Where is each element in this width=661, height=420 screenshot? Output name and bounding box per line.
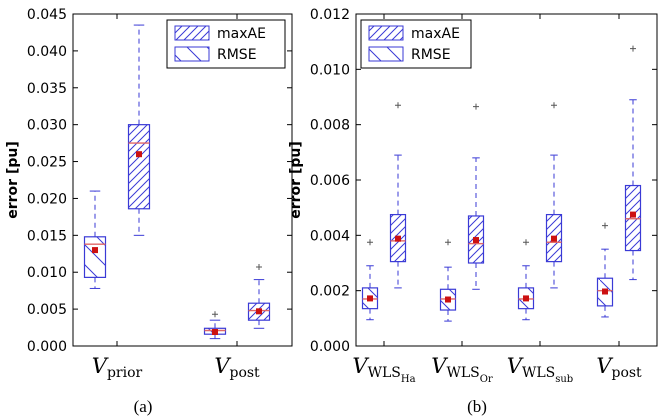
- mean-marker: [256, 308, 262, 315]
- outlier-marker: [395, 102, 401, 109]
- legend-swatch: [368, 46, 404, 62]
- box-rmse-0: [361, 239, 379, 321]
- mean-marker: [92, 247, 98, 254]
- y-tick-label: 0.010: [310, 62, 350, 78]
- outlier-marker: [602, 222, 608, 229]
- outlier-marker: [523, 239, 529, 246]
- box-maxae-1: [467, 103, 485, 290]
- box-maxae-0: [389, 102, 407, 289]
- x-category-label: VWLSOr: [431, 354, 493, 385]
- plot-frame: [72, 13, 293, 347]
- mean-marker: [395, 235, 401, 242]
- panel-label: (b): [467, 397, 487, 416]
- x-category-label: Vpost: [214, 354, 260, 381]
- mean-marker: [551, 235, 557, 242]
- outlier-marker: [367, 239, 373, 246]
- mean-marker: [473, 237, 479, 244]
- mean-marker: [602, 288, 608, 295]
- y-tick-label: 0.004: [310, 228, 350, 244]
- box-maxae-2: [545, 102, 563, 289]
- box-maxae-1: [247, 264, 271, 329]
- mean-marker: [523, 295, 529, 302]
- box-body: [83, 236, 107, 278]
- panel-b: 0.000 0.002 0.004 0.006 0.008 0.010 0.012 error…: [288, 7, 658, 416]
- legend: maxAE RMSE: [360, 19, 472, 69]
- box-maxae-0: [127, 24, 151, 236]
- mean-marker: [445, 296, 451, 303]
- outlier-marker: [256, 264, 262, 271]
- y-tick-label: 0.025: [27, 155, 67, 171]
- x-category-label: Vprior: [92, 354, 143, 381]
- x-category-label: VWLSsub: [507, 354, 573, 385]
- outlier-marker: [473, 103, 479, 110]
- outlier-marker: [630, 45, 636, 52]
- y-tick-label: 0.010: [27, 265, 67, 281]
- legend-swatch: [368, 25, 404, 41]
- mean-marker: [136, 151, 142, 158]
- legend-label: maxAE: [411, 26, 460, 42]
- box-rmse-3: [596, 222, 614, 318]
- legend-label: RMSE: [411, 47, 451, 63]
- y-tick-label: 0.030: [27, 118, 67, 134]
- legend-label: maxAE: [217, 26, 266, 42]
- box-rmse-1: [439, 239, 457, 322]
- panel-a: 0.000 0.005 0.010 0.015 0.020 0.025 0.030 0.035…: [5, 7, 293, 416]
- outlier-marker: [551, 102, 557, 109]
- legend-swatch: [174, 25, 210, 41]
- legend-swatch: [174, 46, 210, 62]
- x-category-label: Vpost: [596, 354, 642, 381]
- x-category-label: VWLSHa: [352, 354, 415, 385]
- y-tick-label: 0.015: [27, 228, 67, 244]
- y-tick-label: 0.045: [27, 7, 67, 23]
- y-tick-label: 0.040: [27, 44, 67, 60]
- y-tick-label: 0.005: [27, 302, 67, 318]
- y-tick-label: 0.000: [27, 339, 67, 355]
- y-tick-label: 0.035: [27, 81, 67, 97]
- panel-label: (a): [134, 397, 153, 416]
- box-rmse-2: [517, 239, 535, 321]
- y-axis-label: error [pu]: [5, 141, 21, 219]
- y-tick-label: 0.020: [27, 191, 67, 207]
- box-rmse-0: [83, 190, 107, 289]
- mean-marker: [367, 295, 373, 302]
- y-tick-label: 0.006: [310, 173, 350, 189]
- legend: maxAE RMSE: [166, 19, 286, 69]
- box-body: [127, 124, 151, 210]
- mean-marker: [212, 328, 218, 335]
- y-tick-label: 0.012: [310, 7, 350, 23]
- outlier-marker: [212, 311, 218, 318]
- legend-label: RMSE: [217, 47, 257, 63]
- y-tick-label: 0.000: [310, 339, 350, 355]
- box-rmse-1: [203, 311, 227, 340]
- mean-marker: [630, 211, 636, 218]
- outlier-marker: [445, 239, 451, 246]
- box-maxae-3: [624, 45, 642, 281]
- y-tick-label: 0.002: [310, 284, 350, 300]
- y-axis-label: error [pu]: [288, 141, 304, 219]
- y-tick-label: 0.008: [310, 118, 350, 134]
